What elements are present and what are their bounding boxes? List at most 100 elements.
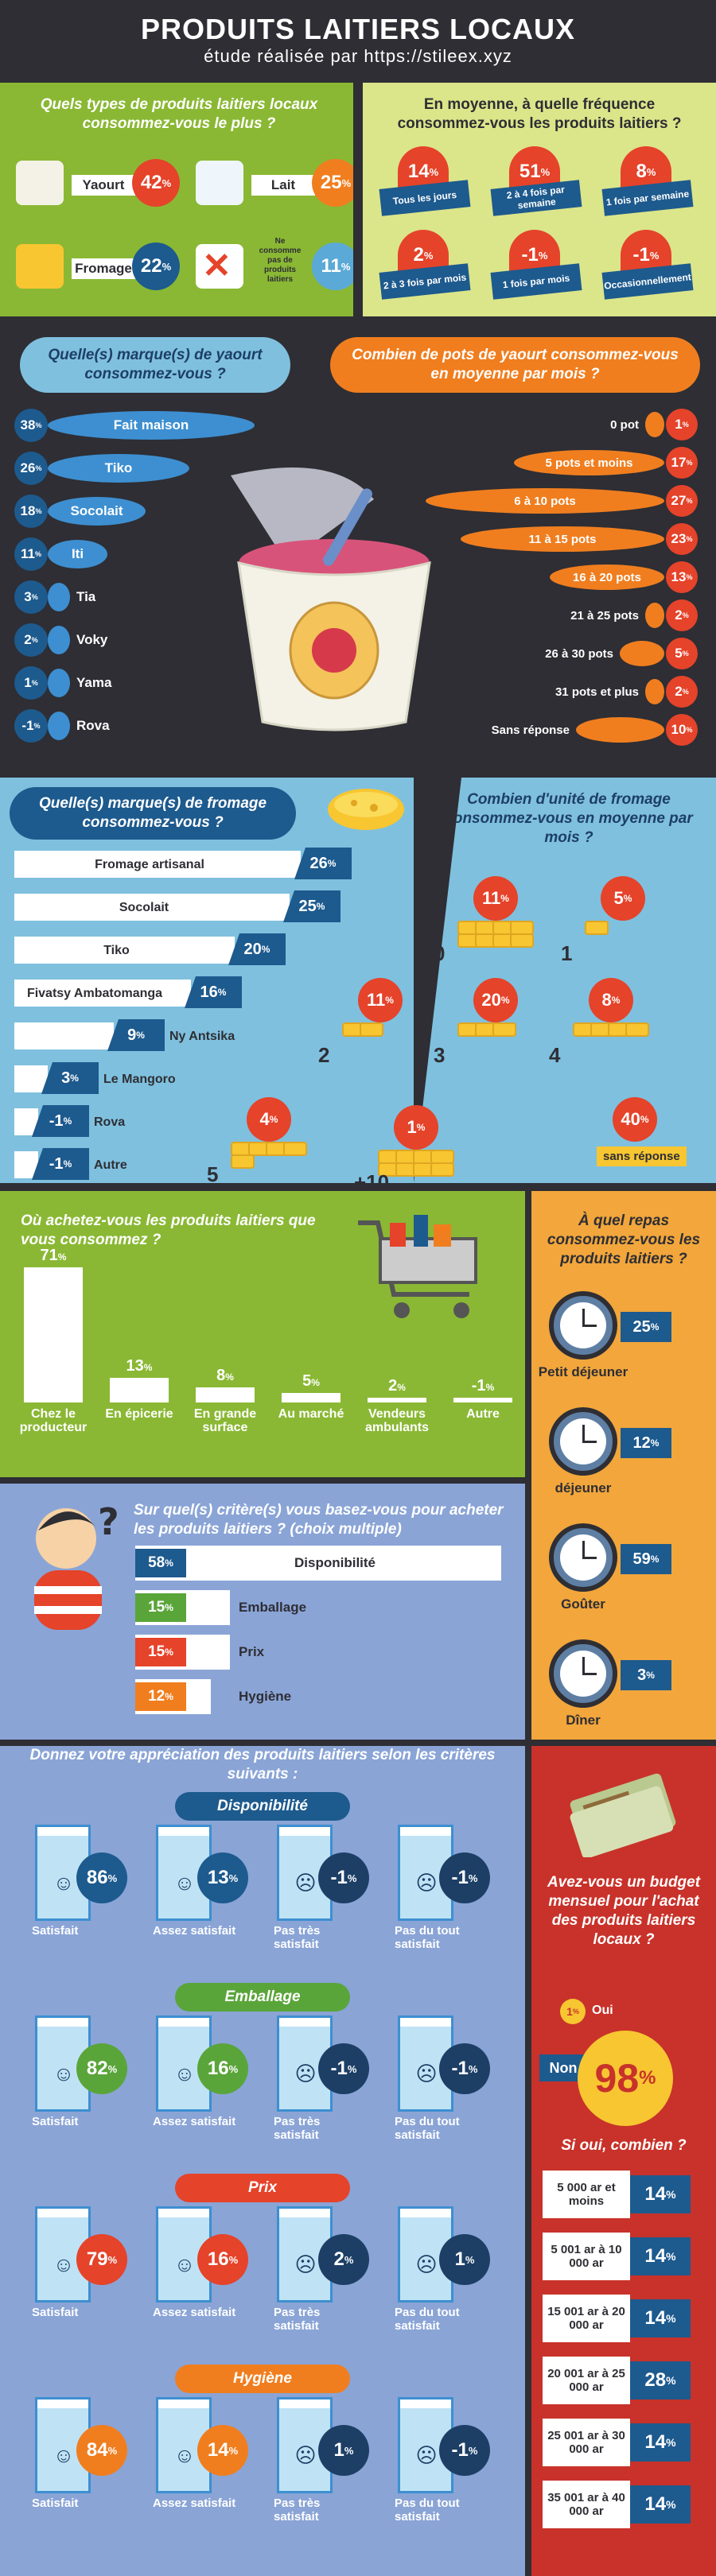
clock-face <box>560 1651 606 1697</box>
budget-percent-value: 14 <box>644 2431 667 2453</box>
ybrand-percent-unit: % <box>35 464 42 472</box>
ypots-bar <box>620 641 664 666</box>
cbrand-percent: 16% <box>185 976 242 1008</box>
budget-percent-value: 14 <box>644 2245 667 2267</box>
appreciation-section: Donnez votre appréciation des produits l… <box>0 1746 525 2576</box>
carton-top <box>398 2206 453 2217</box>
freq-label: 2 à 4 fois par semaine <box>490 180 582 216</box>
clock-hand <box>582 1657 585 1674</box>
face-icon: ☹ <box>415 2252 438 2276</box>
appr-percent-unit: % <box>107 2444 118 2457</box>
ypots-percent: 10% <box>666 714 698 746</box>
appr-level-label: Pas très satisfait <box>274 2115 321 2142</box>
cbrand-bar <box>14 937 235 964</box>
cunit-percent-value: 4 <box>259 1109 270 1129</box>
appr-percent-unit: % <box>468 2444 478 2457</box>
meal-percent: 59% <box>621 1544 671 1574</box>
milk-carton-icon: ☹ <box>398 1825 453 1921</box>
ybrand-percent-value: 18 <box>20 503 36 518</box>
purch-label: Vendeurs ambulants <box>364 1407 429 1434</box>
ybrand-percent-value: 26 <box>20 460 36 475</box>
ypots-label: 0 pot <box>610 418 639 432</box>
face-icon: ☺ <box>173 1871 196 1895</box>
carton-top <box>35 2015 91 2027</box>
ypots-percent-unit: % <box>686 573 693 581</box>
appr-percent: -1% <box>439 2043 490 2094</box>
cunit-percent: 1% <box>394 1105 438 1150</box>
appr-percent: 13% <box>197 1852 248 1903</box>
ypots-percent-value: 17 <box>671 455 687 470</box>
cheese-icon <box>328 789 404 830</box>
cbrand-bar <box>14 1022 114 1049</box>
meal-percent-value: 25 <box>632 1317 651 1336</box>
meal-percent-value: 59 <box>632 1550 651 1568</box>
ypots-percent-value: 10 <box>671 722 687 737</box>
frequency-question: En moyenne, à quelle fréquence consommez… <box>397 96 682 132</box>
type-percent-unit: % <box>161 260 172 273</box>
cheese-piece-icon <box>231 1154 255 1169</box>
ybrand-percent-unit: % <box>31 679 38 687</box>
freq-percent-value: 2 <box>413 244 424 266</box>
budget-percent-value: 14 <box>644 2183 667 2205</box>
ypots-percent-unit: % <box>682 688 689 696</box>
meal-label: Goûter <box>561 1596 605 1612</box>
appr-percent-value: 14 <box>207 2439 229 2461</box>
criteria-question: Sur quel(s) critère(s) vous basez-vous p… <box>134 1502 504 1538</box>
ypots-percent: 17% <box>666 447 698 479</box>
cbrand-label: Ny Antsika <box>169 1029 235 1043</box>
cbrand-bar <box>14 1065 48 1092</box>
crit-percent-unit: % <box>165 1602 173 1613</box>
appr-level-label: Satisfait <box>32 1924 79 1938</box>
purch-bar <box>110 1378 169 1402</box>
purchase-section: Où achetez-vous les produits laitiers qu… <box>0 1191 525 1477</box>
spoon-icon <box>323 488 372 566</box>
ybrand-label: Iti <box>71 546 84 561</box>
freq-percent-unit: % <box>540 165 551 178</box>
clock-hand <box>582 1425 585 1442</box>
budget-section: Avez-vous un budget mensuel pour l'achat… <box>531 1746 716 2576</box>
face-icon: ☹ <box>294 2252 317 2276</box>
cunit-label: 5 <box>207 1162 219 1186</box>
ypots-bar <box>576 717 664 743</box>
appr-level-label: Satisfait <box>32 2496 79 2510</box>
type-icon <box>16 161 64 205</box>
purch-label: Chez le producteur <box>19 1407 88 1434</box>
cunit-percent-value: 8 <box>601 990 612 1010</box>
cunit-percent-unit: % <box>611 995 621 1006</box>
crit-percent-value: 58 <box>148 1554 165 1571</box>
carton-top <box>156 1825 212 1836</box>
ypots-percent-unit: % <box>682 650 689 658</box>
ypots-bar <box>645 679 664 704</box>
type-percent: 25% <box>312 159 353 207</box>
thinking-person-icon: ? <box>34 1500 119 1630</box>
cheese-piece-icon <box>283 1142 307 1156</box>
face-icon: ☺ <box>173 2062 196 2085</box>
cbrand-bar <box>14 894 290 921</box>
appreciation-question: Donnez votre appréciation des produits l… <box>29 1747 496 1783</box>
budget-amount-question: Si oui, combien ? <box>561 2137 687 2154</box>
cheese-piece-icon <box>492 1022 516 1037</box>
purch-percent-value: 5 <box>302 1372 312 1390</box>
ybrand-percent-value: 3 <box>24 589 32 604</box>
ypots-percent-value: 13 <box>671 569 687 584</box>
appr-percent-value: -1 <box>330 1867 348 1888</box>
raspberry-icon <box>312 628 356 673</box>
appr-percent-unit: % <box>107 1872 118 1884</box>
cbrand-percent: 9% <box>107 1019 165 1051</box>
carton-top <box>277 2015 333 2027</box>
ypots-percent: 2% <box>666 599 698 631</box>
budget-amount-label: 20 001 ar à 25 000 ar <box>543 2357 630 2404</box>
page-title: PRODUITS LAITIERS LOCAUX <box>140 13 576 45</box>
appr-group-title: Prix <box>175 2174 350 2202</box>
appr-percent-value: 1 <box>333 2439 344 2461</box>
purch-percent-unit: % <box>57 1251 67 1263</box>
ypots-percent-unit: % <box>686 726 693 734</box>
ypots-percent: 27% <box>666 485 698 517</box>
appr-percent: -1% <box>439 2425 490 2476</box>
cunit-label: 3 <box>434 1043 446 1067</box>
meal-question: À quel repas consommez-vous les produits… <box>547 1212 701 1267</box>
purch-percent-unit: % <box>143 1362 153 1373</box>
ypots-percent-unit: % <box>686 497 693 505</box>
carton-top <box>156 2397 212 2408</box>
purch-bar <box>368 1398 426 1402</box>
